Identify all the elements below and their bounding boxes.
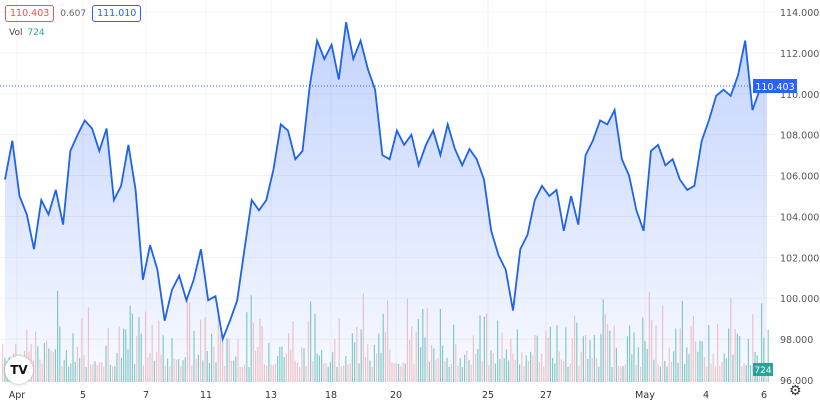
volume-label: Vol: [9, 28, 23, 38]
x-tick-label: 18: [325, 390, 337, 401]
tradingview-logo-icon[interactable]: TV: [5, 356, 33, 384]
y-tick-label: 98.000: [780, 335, 813, 346]
y-tick-label: 96.000: [780, 376, 813, 387]
open-value: 110.403: [5, 5, 55, 22]
y-tick-label: 100.000: [780, 294, 819, 305]
y-tick-label: 102.000: [780, 253, 819, 264]
y-tick-label: 104.000: [780, 212, 819, 223]
price-area: [5, 22, 767, 382]
x-tick-label: 4: [703, 390, 709, 401]
x-tick-label: 25: [482, 390, 494, 401]
price-line: [4, 22, 768, 343]
change-value: 0.607: [60, 8, 87, 19]
y-tick-label: 112.000: [780, 49, 819, 60]
volume-legend: Vol 724: [9, 28, 45, 38]
close-value: 111.010: [92, 5, 142, 22]
x-tick-label: 7: [143, 390, 149, 401]
ohlc-legend: 110.403 0.607 111.010: [5, 5, 142, 22]
y-tick-label: 110.000: [780, 90, 819, 101]
last-price-tag: [753, 79, 797, 93]
x-tick-label: 6: [761, 390, 767, 401]
settings-gear-icon[interactable]: ⚙: [789, 383, 802, 399]
volume-value: 724: [27, 28, 45, 38]
x-tick-label: 5: [80, 390, 86, 401]
volume-bar: [4, 357, 6, 382]
x-tick-label: 27: [540, 390, 552, 401]
y-tick-label: 108.000: [780, 131, 819, 142]
x-tick-label: 11: [200, 390, 212, 401]
last-price-label: 110.403: [755, 82, 794, 93]
x-tick-label: Apr: [9, 390, 26, 401]
y-tick-label: 114.000: [780, 8, 819, 19]
x-tick-label: 20: [390, 390, 402, 401]
x-tick-label: May: [635, 390, 655, 401]
last-volume-tag: [753, 363, 773, 376]
y-tick-label: 106.000: [780, 172, 819, 183]
volume-bar: [2, 343, 4, 382]
x-tick-label: 13: [265, 390, 277, 401]
last-volume-label: 724: [754, 366, 771, 376]
volume-bar: [767, 329, 769, 382]
